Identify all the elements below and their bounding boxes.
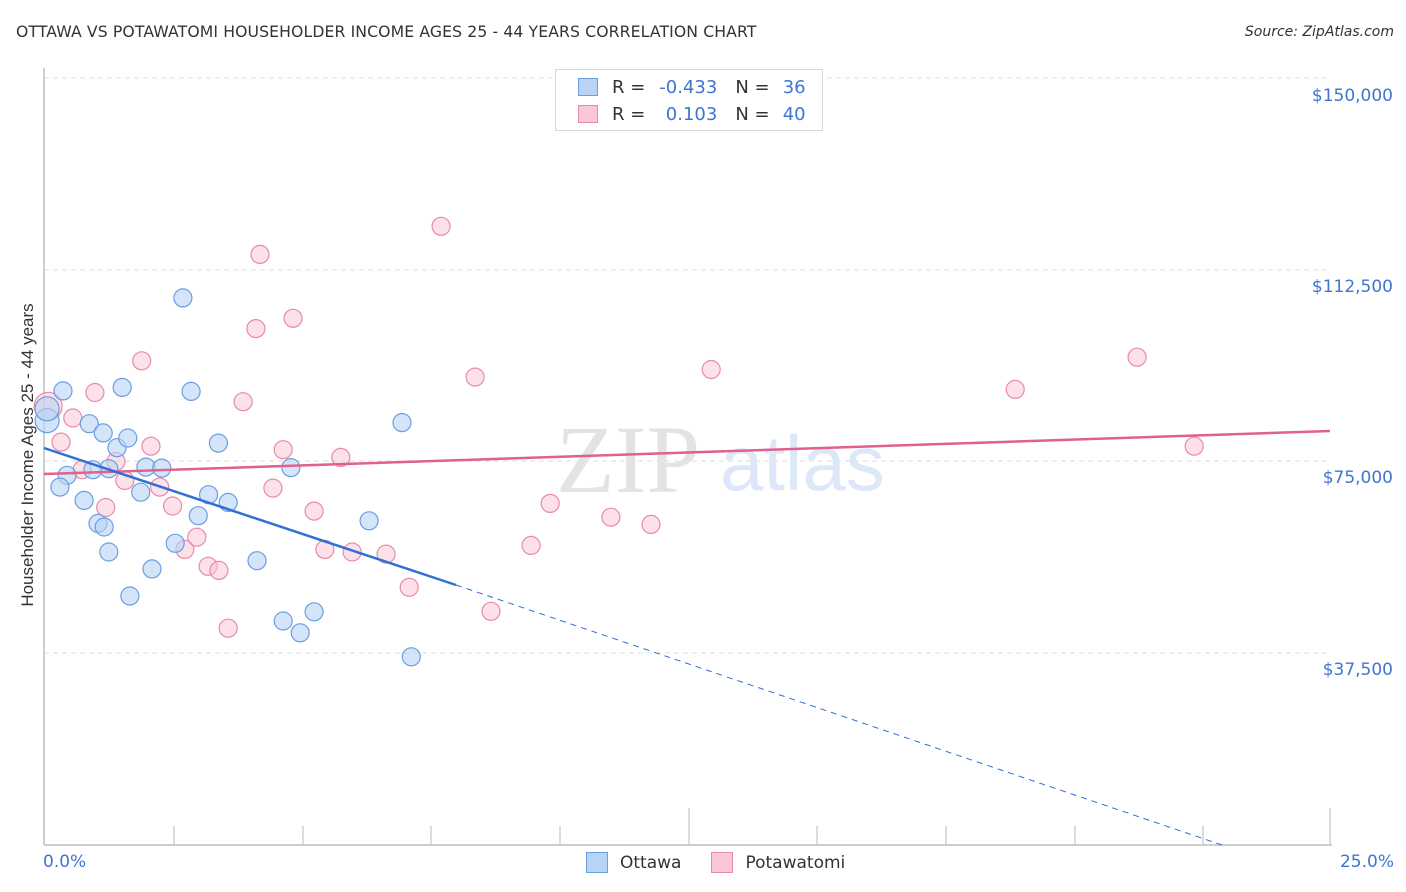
ottawa-data-point [359,511,379,531]
potawatomi-data-point [132,351,152,371]
potawatomi-points [33,216,1204,638]
potawatomi-data-point [85,382,105,403]
potawatomi-data-point [641,514,661,535]
potawatomi-n-label: N = [735,103,770,125]
x-tick-min: 0.0% [43,852,87,872]
ottawa-data-point [120,586,140,606]
ottawa-data-point [247,551,267,571]
ottawa-data-point [188,506,208,526]
ottawa-data-point [304,602,324,622]
potawatomi-data-point [465,367,485,387]
potawatomi-data-point [342,542,362,562]
ottawa-data-point [281,458,301,478]
potawatomi-swatch-icon [578,105,598,123]
potawatomi-data-point [141,436,161,456]
ottawa-data-point [34,396,60,422]
watermark-zip: ZIP [556,406,700,513]
ottawa-data-point [290,623,310,643]
ottawa-trend-extension [455,584,1223,846]
legend-item-potawatomi[interactable]: Potawatomi [711,852,845,873]
potawatomi-data-point [250,244,270,264]
source-credit: Source: ZipAtlas.com [1244,24,1394,40]
potawatomi-data-point [96,497,116,518]
potawatomi-data-point [209,560,229,581]
ottawa-r-label: R = [612,76,646,98]
potawatomi-data-point [701,359,721,380]
potawatomi-data-point [399,577,419,597]
potawatomi-data-point [431,216,451,236]
potawatomi-r-label: R = [612,103,646,125]
ottawa-points [34,288,421,667]
potawatomi-data-point [540,493,560,513]
potawatomi-legend-swatch-icon [711,852,734,873]
potawatomi-data-point [376,544,396,564]
potawatomi-data-point [521,535,541,556]
potawatomi-data-point [601,507,621,527]
correlation-legend: R = -0.433 N = 36 R = 0.103 N = 40 [555,69,823,131]
watermark: ZIP atlas [556,406,885,513]
ottawa-data-point [181,381,201,401]
potawatomi-data-point [63,408,83,428]
chart-title: OTTAWA VS POTAWATOMI HOUSEHOLDER INCOME … [16,22,757,41]
x-tick-max: 25.0% [1339,852,1394,872]
y-tick-150000: $150,000 [1311,86,1393,106]
potawatomi-n-value: 40 [782,103,806,125]
ottawa-data-point [136,457,156,477]
y-tick-112500: $112,500 [1311,277,1393,297]
ottawa-data-point [208,433,228,453]
potawatomi-data-point [331,447,351,467]
ottawa-n-label: N = [735,76,770,98]
potawatomi-data-point [246,319,266,339]
potawatomi-data-point [233,392,253,412]
legend-row-potawatomi: R = 0.103 N = 40 [578,102,806,126]
ottawa-data-point [74,490,94,510]
ottawa-data-point [142,559,162,579]
ottawa-legend-label: Ottawa [620,852,682,873]
potawatomi-trend-line [43,429,1331,476]
ottawa-data-point [93,423,113,443]
y-tick-37500: $37,500 [1322,660,1393,680]
ottawa-swatch-icon [578,78,598,96]
potawatomi-data-point [273,440,293,460]
potawatomi-data-point [163,496,183,516]
potawatomi-data-point [304,501,324,521]
ottawa-legend-swatch-icon [586,852,608,873]
ottawa-data-point [173,288,193,308]
ottawa-data-point [165,533,185,553]
legend-row-ottawa: R = -0.433 N = 36 [578,75,806,99]
potawatomi-data-point [1127,347,1147,367]
watermark-atlas: atlas [720,419,885,507]
potawatomi-data-point [1184,436,1204,456]
ottawa-n-value: 36 [782,76,806,98]
potawatomi-r-value: 0.103 [665,103,718,125]
ottawa-data-point [273,611,293,631]
potawatomi-data-point [218,618,238,638]
ottawa-data-point [99,542,119,562]
potawatomi-data-point [1005,379,1025,399]
potawatomi-data-point [263,478,283,498]
ottawa-data-point [401,647,421,667]
ottawa-data-point [118,428,138,448]
y-axis-label: Householder Income Ages 25 - 44 years [18,303,37,607]
ottawa-trend-line [43,446,457,587]
series-legend: Ottawa Potawatomi [586,852,875,873]
potawatomi-legend-label: Potawatomi [745,852,846,873]
x-axis-ticks [173,808,1331,845]
ottawa-r-value: -0.433 [659,76,718,98]
potawatomi-data-point [187,527,207,547]
ottawa-data-point [131,482,151,502]
ottawa-data-point [79,414,99,434]
ottawa-data-point [53,381,73,401]
ottawa-data-point [94,517,114,537]
potawatomi-data-point [481,601,501,621]
ottawa-data-point [50,477,70,497]
y-tick-75000: $75,000 [1322,468,1393,488]
ottawa-data-point [392,413,412,433]
legend-item-ottawa[interactable]: Ottawa [586,852,681,873]
ottawa-data-point [152,458,172,478]
ottawa-data-point [112,377,132,397]
potawatomi-data-point [51,432,71,452]
potawatomi-data-point [283,308,303,328]
